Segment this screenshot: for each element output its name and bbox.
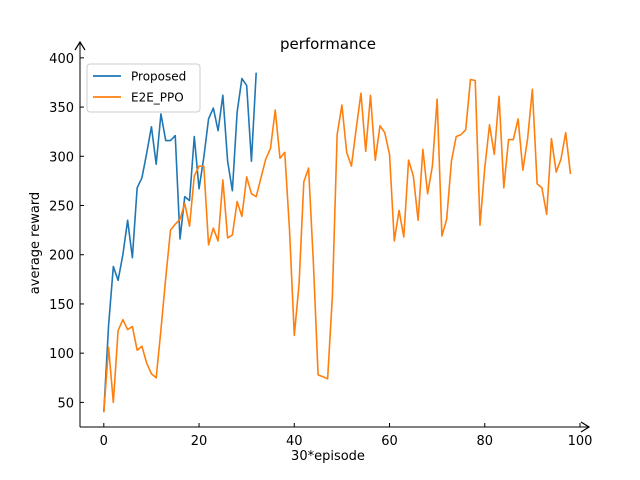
legend-label: Proposed: [131, 70, 186, 84]
x-tick-label: 0: [100, 434, 108, 449]
x-tick-label: 40: [286, 434, 303, 449]
y-axis-arrow: [74, 40, 86, 51]
series-layer: [103, 72, 572, 413]
chart-title: performance: [280, 35, 376, 53]
x-axis-arrow: [580, 421, 591, 433]
legend-label: E2E_PPO: [131, 91, 184, 105]
x-tick-label: 80: [476, 434, 493, 449]
y-tick-label: 400: [49, 52, 74, 67]
x-tick-label: 100: [568, 434, 593, 449]
y-tick-label: 200: [49, 249, 74, 264]
y-tick-label: 300: [49, 150, 74, 165]
y-tick-label: 50: [57, 396, 74, 411]
series-line-proposed: [103, 72, 257, 413]
legend: Proposed E2E_PPO: [86, 63, 201, 113]
x-tick-label: 20: [191, 434, 208, 449]
y-tick-label: 100: [49, 347, 74, 362]
series-line-e2e-ppo: [103, 78, 572, 413]
y-tick-label: 150: [49, 298, 74, 313]
x-axis-label: 30*episode: [291, 449, 365, 464]
axes: 0 20 40 60 80 100 50 100 150 200 250 300 350 400: [49, 40, 593, 449]
x-tick-label: 60: [381, 434, 398, 449]
y-axis-label: average reward: [28, 192, 43, 294]
y-tick-label: 350: [49, 101, 74, 116]
y-tick-label: 250: [49, 200, 74, 215]
